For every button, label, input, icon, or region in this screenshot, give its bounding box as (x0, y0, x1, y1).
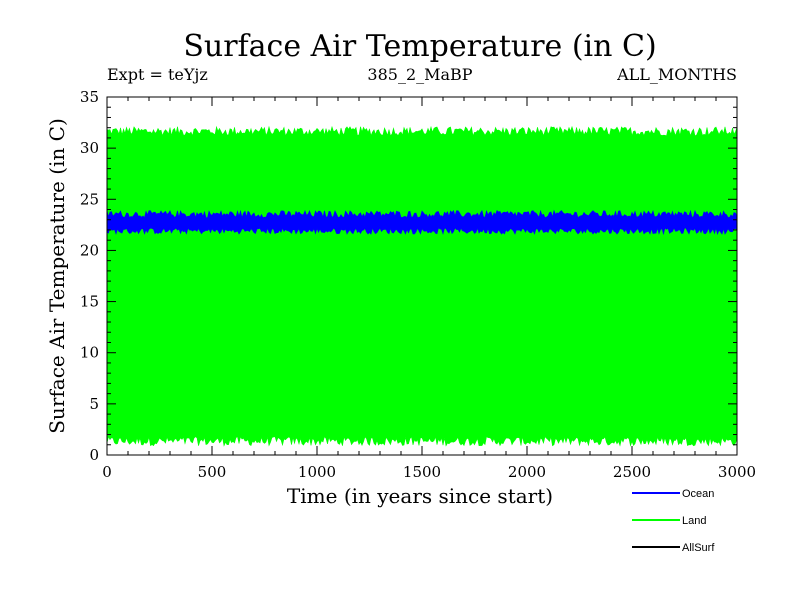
y-tick-label: 30 (80, 139, 99, 157)
x-tick-label: 2000 (508, 463, 546, 481)
legend: Ocean Land AllSurf (632, 488, 715, 554)
y-tick-label: 5 (89, 395, 99, 413)
x-tick-label: 0 (102, 463, 112, 481)
x-axis: 0 500 1000 1500 2000 2500 3000 (102, 97, 756, 481)
x-tick-label: 2500 (613, 463, 651, 481)
legend-label-ocean: Ocean (682, 488, 714, 500)
y-axis-label: Surface Air Temperature (in C) (45, 118, 69, 434)
series-land-band (106, 125, 738, 447)
run-label: 385_2_MaBP (367, 65, 472, 84)
y-axis: 0 5 10 15 20 25 30 35 (80, 88, 737, 464)
y-tick-label: 10 (80, 344, 99, 362)
y-tick-label: 20 (80, 241, 99, 259)
y-tick-label: 0 (89, 446, 99, 464)
x-axis-label: Time (in years since start) (287, 484, 553, 508)
y-tick-label: 25 (80, 190, 99, 208)
data-bands (106, 125, 738, 447)
experiment-label: Expt = teYjz (107, 65, 208, 84)
x-tick-label: 1500 (403, 463, 441, 481)
legend-label-land: Land (682, 515, 706, 527)
x-tick-label: 3000 (718, 463, 756, 481)
months-label: ALL_MONTHS (616, 65, 737, 84)
y-tick-label: 15 (80, 293, 99, 311)
x-tick-label: 1000 (298, 463, 336, 481)
legend-label-allsurf: AllSurf (682, 542, 715, 554)
y-tick-label: 35 (80, 88, 99, 106)
chart-title: Surface Air Temperature (in C) (183, 29, 656, 64)
x-tick-label: 500 (198, 463, 227, 481)
